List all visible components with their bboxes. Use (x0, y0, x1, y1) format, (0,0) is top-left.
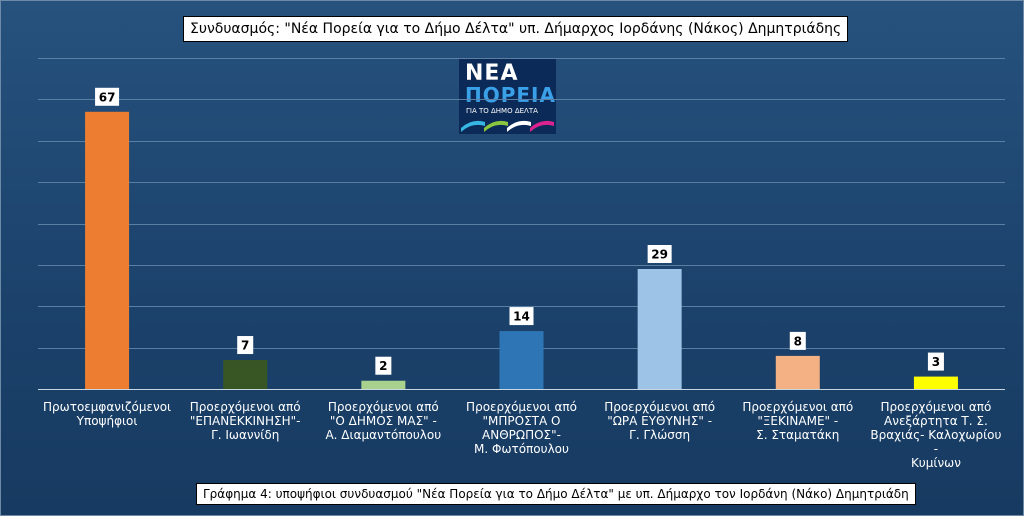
bar (775, 355, 820, 389)
category-label-line: Προερχόμενοι από (189, 400, 301, 414)
category-label-line: "Ο ΔΗΜΟΣ ΜΑΣ" - (329, 414, 437, 428)
category-label-line: Πρωτοεμφανιζόμενοι (43, 400, 172, 414)
data-label: 3 (932, 355, 940, 369)
data-label: 67 (99, 90, 116, 104)
data-label-box (927, 352, 944, 371)
category-label: Προερχόμενοι από "ΞΕΚΙΝΑΜΕ" - Σ. Σταματάκη (730, 400, 866, 442)
category-label-line: Υποψήφιοι (76, 414, 138, 428)
category-label: Προερχόμενοι από "ΜΠΡΟΣΤΑ Ο ΑΝΘΡΩΠΟΣ"- Μ. Φ… (454, 400, 590, 456)
data-label: 14 (513, 310, 530, 324)
logo-line-3: ΓΙΑ ΤΟ ΔΗΜΟ ΔΕΛΤΑ (466, 107, 538, 115)
category-label-line: "ΩΡΑ ΕΥΘΥΝΗΣ" - (607, 414, 713, 428)
category-label-line: Σ. Σταματάκη (756, 428, 840, 442)
category-label-line: ΑΝΘΡΩΠΟΣ"- (482, 428, 561, 442)
bar (361, 380, 406, 389)
logo-stripe (507, 120, 531, 132)
category-label-line: Κυμίνων (910, 456, 961, 470)
category-label-line: Βραχιάς- Καλοχωρίου - (870, 428, 1002, 456)
chart-caption: Γράφημα 4: υποψήφιοι συνδυασμού "Νέα Πορ… (196, 483, 916, 505)
data-label-box (95, 87, 120, 106)
data-label-box (509, 307, 534, 326)
category-label-line: "ΕΠΑΝΕΚΚΙΝΗΣΗ"- (189, 414, 301, 428)
category-label-line: Προερχόμενοι από (880, 400, 992, 414)
data-label: 29 (651, 248, 668, 262)
category-label-line: Προερχόμενοι από (327, 400, 439, 414)
party-logo: ΝΕΑ ΠΟΡΕΙΑ ΓΙΑ ΤΟ ΔΗΜΟ ΔΕΛΤΑ (459, 58, 556, 134)
data-label-box (375, 356, 392, 375)
category-label-line: Προερχόμενοι από (742, 400, 854, 414)
chart-title: Συνδυασμός: "Νέα Πορεία για το Δήμο Δέλτ… (183, 16, 849, 42)
category-label-line: Ανεξάρτητα Τ. Σ. (884, 414, 988, 428)
data-label: 7 (241, 339, 249, 353)
logo-stripe (461, 120, 485, 132)
bar (637, 269, 682, 389)
category-label-line: Γ. Γλώσση (629, 428, 691, 442)
logo-stripe (484, 120, 508, 132)
category-label-line: Μ. Φωτόπουλου (474, 442, 569, 456)
data-label-box (237, 336, 254, 355)
category-label: Προερχόμενοι από Ανεξάρτητα Τ. Σ. Βραχιάς-… (868, 400, 1004, 470)
category-label: Προερχόμενοι από "ΕΠΑΝΕΚΚΙΝΗΣΗ"- Γ. Ιωαννί… (177, 400, 313, 442)
bar (85, 111, 130, 389)
logo-stripe (530, 120, 554, 132)
logo-stripes-icon (461, 120, 554, 132)
data-label-box (647, 245, 672, 264)
bar (499, 331, 544, 389)
category-label-line: Γ. Ιωαννίδη (211, 428, 280, 442)
category-label: Προερχόμενοι από "ΩΡΑ ΕΥΘΥΝΗΣ" - Γ. Γλώσση (592, 400, 728, 442)
data-label: 2 (379, 359, 387, 373)
category-label: Προερχόμενοι από "Ο ΔΗΜΟΣ ΜΑΣ" - Α. Διαμαν… (315, 400, 451, 442)
logo-line-1: ΝΕΑ (465, 61, 519, 86)
category-label-line: "ΜΠΡΟΣΤΑ Ο (482, 414, 561, 428)
data-label: 8 (794, 334, 802, 348)
bar (223, 360, 268, 389)
category-label-line: Α. Διαμαντόπουλου (325, 428, 442, 442)
category-label: Πρωτοεμφανιζόμενοι Υποψήφιοι (39, 400, 175, 428)
data-label-box (789, 331, 806, 350)
category-label-line: "ΞΕΚΙΝΑΜΕ" - (757, 414, 839, 428)
category-label-line: Προερχόμενοι από (604, 400, 716, 414)
logo-line-2: ΠΟΡΕΙΑ (465, 83, 556, 107)
bar (913, 376, 958, 389)
category-label-line: Προερχόμενοι από (466, 400, 577, 414)
bar-chart: 67 7 2 14 29 8 3 (38, 58, 1005, 390)
